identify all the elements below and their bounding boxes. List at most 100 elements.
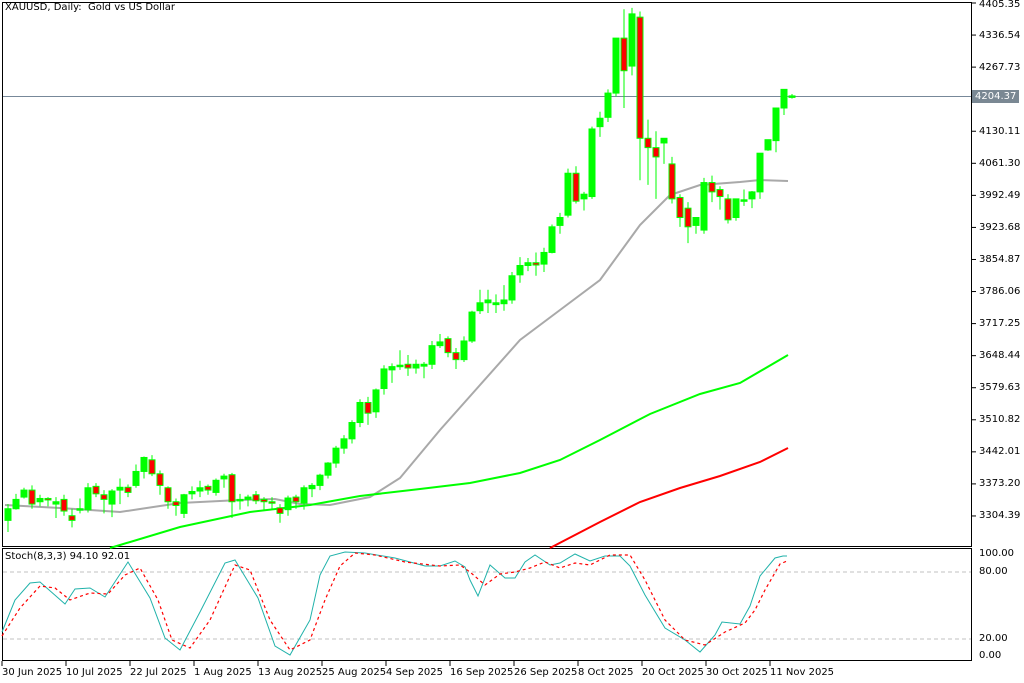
time-tick: 25 Aug 2025 xyxy=(322,667,387,678)
bullish-candle xyxy=(340,438,348,449)
bullish-candle xyxy=(84,487,92,511)
bullish-candle xyxy=(788,95,796,98)
price-tick: 3648.44 xyxy=(979,350,1021,361)
bullish-candle xyxy=(628,13,636,67)
bullish-candle xyxy=(36,497,44,503)
bullish-candle xyxy=(740,199,748,202)
bearish-candle xyxy=(724,198,732,221)
price-tick: 4267.73 xyxy=(979,62,1021,73)
bullish-candle xyxy=(492,302,500,306)
bearish-candle xyxy=(292,496,300,503)
bearish-candle xyxy=(708,182,716,193)
price-tick: 3992.49 xyxy=(979,190,1021,201)
bullish-candle xyxy=(748,191,756,200)
time-tick: 16 Sep 2025 xyxy=(450,667,514,678)
bearish-candle xyxy=(716,189,724,198)
stochastic-panel-frame xyxy=(2,548,972,661)
price-tick: 3923.68 xyxy=(979,222,1021,233)
bullish-candle xyxy=(732,198,740,219)
bullish-candle xyxy=(388,366,396,371)
bullish-candle xyxy=(220,475,228,480)
bullish-candle xyxy=(580,193,588,200)
stoch-tick: 20.00 xyxy=(979,633,1008,644)
bullish-candle xyxy=(476,302,484,312)
bullish-candle xyxy=(20,489,28,498)
bullish-candle xyxy=(436,341,444,347)
bullish-candle xyxy=(316,474,324,486)
price-tick: 3510.82 xyxy=(979,414,1021,425)
time-tick: 4 Sep 2025 xyxy=(386,667,444,678)
ma-short-line xyxy=(4,178,789,514)
bullish-candle xyxy=(196,487,204,492)
main-panel-frame xyxy=(2,2,972,547)
bearish-candle xyxy=(644,137,652,149)
bullish-candle xyxy=(332,447,340,464)
bearish-candle xyxy=(444,338,452,354)
bullish-candle xyxy=(460,340,468,361)
bullish-candle xyxy=(500,299,508,305)
bearish-candle xyxy=(260,498,268,503)
bearish-candle xyxy=(276,507,284,514)
bearish-candle xyxy=(28,489,36,505)
bullish-candle xyxy=(284,497,292,511)
bearish-candle xyxy=(620,37,628,72)
price-tick: 4336.54 xyxy=(979,30,1021,41)
price-tick: 3854.87 xyxy=(979,254,1021,265)
bearish-candle xyxy=(668,163,676,200)
time-tick: 30 Jun 2025 xyxy=(2,667,63,678)
bearish-candle xyxy=(204,485,212,491)
bullish-candle xyxy=(372,389,380,413)
bullish-candle xyxy=(548,226,556,253)
bearish-candle xyxy=(676,196,684,219)
bearish-candle xyxy=(532,262,540,266)
bullish-candle xyxy=(396,364,404,368)
bullish-candle xyxy=(556,217,564,226)
bearish-candle xyxy=(100,494,108,500)
bearish-candle xyxy=(156,473,164,486)
bullish-candle xyxy=(588,128,596,198)
bearish-candle xyxy=(636,16,644,139)
price-tick: 4405.35 xyxy=(979,0,1021,10)
bearish-candle xyxy=(364,401,372,414)
bullish-candle xyxy=(540,251,548,265)
bullish-candle xyxy=(116,486,124,491)
bullish-candle xyxy=(468,311,476,342)
bearish-candle xyxy=(164,487,172,503)
chart-title: XAUUSD, Daily: Gold vs US Dollar xyxy=(5,2,175,13)
price-tick: 3786.06 xyxy=(979,286,1021,297)
time-tick: 26 Sep 2025 xyxy=(514,667,578,678)
bullish-candle xyxy=(428,345,436,365)
bearish-candle xyxy=(268,501,276,504)
bearish-candle xyxy=(68,515,76,521)
bullish-candle xyxy=(420,363,428,367)
bearish-candle xyxy=(148,459,156,475)
bearish-candle xyxy=(252,494,260,502)
price-tick: 3717.25 xyxy=(979,318,1021,329)
bullish-candle xyxy=(308,484,316,490)
bullish-candle xyxy=(12,498,20,510)
ma-mid-line xyxy=(109,354,789,549)
bullish-candle xyxy=(412,363,420,369)
bullish-candle xyxy=(108,490,116,505)
bullish-candle xyxy=(324,462,332,476)
bearish-candle xyxy=(452,352,460,361)
bearish-candle xyxy=(684,207,692,228)
time-tick: 13 Aug 2025 xyxy=(258,667,323,678)
bullish-candle xyxy=(236,498,244,502)
bullish-candle xyxy=(356,401,364,424)
bearish-candle xyxy=(572,172,580,202)
bullish-candle xyxy=(604,92,612,118)
price-tick: 3373.20 xyxy=(979,478,1021,489)
time-tick: 10 Jul 2025 xyxy=(66,667,123,678)
price-tick: 3304.39 xyxy=(979,510,1021,521)
bullish-candle xyxy=(564,172,572,216)
bullish-candle xyxy=(660,137,668,144)
stoch-tick: 100.00 xyxy=(979,548,1014,559)
bullish-candle xyxy=(508,275,516,301)
price-tick: 4130.11 xyxy=(979,126,1021,137)
bullish-candle xyxy=(612,37,620,94)
ma-long-line xyxy=(549,447,789,549)
bullish-candle xyxy=(132,470,140,486)
